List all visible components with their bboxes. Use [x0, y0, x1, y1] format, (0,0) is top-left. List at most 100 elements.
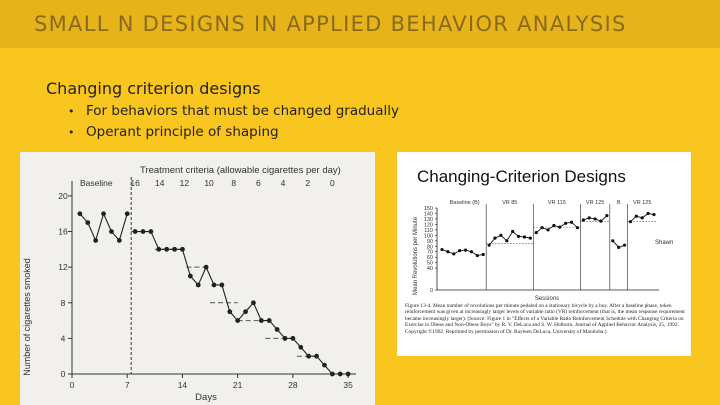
chart2-phase-label: VR 125 — [633, 200, 651, 206]
chart2-data-point — [575, 226, 580, 230]
chart2-phase-label: VR 125 — [586, 200, 604, 206]
chart1-data-point — [258, 318, 264, 323]
chart1-criterion-label: 10 — [204, 178, 214, 188]
bullet-item: For behaviors that must be changed gradu… — [86, 101, 399, 122]
chart1-data-point — [85, 220, 91, 226]
chart2-data-point — [446, 250, 450, 254]
chart2-y-tick-label: 110 — [424, 228, 433, 234]
chart1-phase-label: Baseline — [80, 178, 113, 188]
chart2-data-point — [540, 226, 544, 230]
chart2-data-point — [587, 216, 591, 220]
chart1-y-tick-label: 16 — [58, 227, 68, 237]
chart1-data-point — [109, 229, 114, 234]
chart1-data-point — [251, 300, 256, 306]
chart2-y-tick-label: 140 — [424, 211, 433, 217]
chart2-data-point — [617, 245, 621, 249]
chart1-criterion-label: 0 — [330, 178, 335, 188]
chart1-data-point — [282, 335, 288, 341]
chart2-data-point — [628, 220, 633, 224]
chart1-data-point — [93, 238, 99, 243]
chart2-data-point — [475, 253, 479, 258]
chart2-y-tick-label: 50 — [427, 261, 433, 267]
chart1-data-point — [306, 353, 312, 359]
chart2-data-point — [611, 239, 615, 243]
chart2-data-point — [499, 233, 503, 237]
chart1-x-tick-label: 21 — [233, 380, 243, 390]
chart1-title: Treatment criteria (allowable cigarettes… — [140, 165, 341, 176]
chart1-data-point — [298, 344, 304, 350]
chart2-data-point — [528, 236, 532, 240]
slide-title: SMALL N DESIGNS IN APPLIED BEHAVIOR ANAL… — [34, 12, 627, 36]
chart1-x-tick-label: 0 — [70, 380, 75, 390]
chart2-y-tick-label: 40 — [427, 266, 433, 272]
chart2-phase-label: B — [617, 200, 621, 206]
chart1-y-tick-label: 12 — [58, 262, 68, 272]
chart1-criterion-label: 8 — [231, 178, 236, 188]
chart2-data-point — [605, 214, 609, 218]
chart2-data-point — [646, 211, 650, 216]
chart1-data-point — [172, 246, 177, 252]
chart2-data-point — [552, 223, 556, 228]
chart2-data-point — [511, 229, 515, 234]
chart1-data-point — [124, 211, 130, 217]
chart1-data-point — [156, 246, 162, 252]
chart2-y-tick-label: 90 — [427, 239, 433, 245]
bullet-list: For behaviors that must be changed gradu… — [86, 101, 399, 143]
chart1-data-point — [322, 362, 327, 368]
chart2-data-point — [463, 248, 468, 252]
chart1-data-point — [314, 353, 319, 359]
chart1-criterion-label: 6 — [256, 178, 261, 188]
chart2-data-point — [652, 212, 656, 217]
chart1-criterion-label: 2 — [305, 178, 310, 188]
chart1-series-line — [135, 230, 349, 375]
chart2-y-tick-label: 0 — [430, 288, 433, 294]
chart1-y-tick-label: 8 — [61, 298, 66, 308]
chart1-x-tick-label: 35 — [343, 380, 353, 390]
chart2-phase-label: Baseline (B) — [450, 200, 480, 206]
chart2-phase-label: VR 115 — [548, 200, 566, 206]
chart1-data-point — [140, 229, 146, 234]
chart2-data-point — [469, 250, 474, 254]
chart1-data-point — [337, 371, 343, 377]
chart1-criterion-label: 4 — [281, 178, 286, 188]
chart1-data-point — [180, 246, 185, 252]
chart2-y-tick-label: 150 — [424, 206, 433, 212]
chart2-title: Changing-Criterion Designs — [417, 167, 626, 186]
title-bar — [0, 0, 720, 48]
slide-subtitle: Changing criterion designs — [46, 79, 261, 98]
chart2-xlabel: Sessions — [535, 296, 559, 302]
chart1-data-point — [274, 327, 280, 332]
chart2-data-point — [487, 243, 491, 247]
chart1-x-tick-label: 28 — [288, 380, 298, 390]
chart2-y-tick-label: 60 — [427, 255, 433, 261]
chart2-data-point — [505, 239, 509, 243]
chart2-data-point — [481, 252, 485, 257]
chart1-y-tick-label: 20 — [58, 191, 68, 201]
chart1-data-point — [243, 309, 248, 315]
chart1-y-tick-label: 0 — [61, 369, 66, 379]
chart2-data-point — [564, 221, 568, 225]
chart2-y-tick-label: 120 — [424, 222, 433, 228]
chart1-criterion-label: 16 — [130, 178, 140, 188]
chart1-data-point — [164, 246, 170, 252]
figure-bicycle: Changing-Criterion Designs Mean Revoluti… — [397, 152, 691, 356]
chart2-data-point — [546, 228, 550, 232]
chart1-data-point — [219, 282, 225, 288]
chart2-data-point — [522, 235, 527, 239]
chart2-data-point — [440, 247, 444, 252]
chart1-data-point — [266, 318, 272, 323]
figure-caption: Figure 13-4. Mean number of revolutions … — [405, 303, 685, 335]
chart2-data-point — [622, 243, 627, 247]
figure-cigarettes: Treatment criteria (allowable cigarettes… — [20, 152, 375, 405]
chart2-data-point — [581, 218, 585, 222]
chart2-series-label: Shawn — [655, 240, 673, 246]
chart-cigarettes: Treatment criteria (allowable cigarettes… — [22, 165, 356, 403]
chart2-y-tick-label: 100 — [424, 233, 433, 239]
chart1-x-tick-label: 7 — [125, 380, 130, 390]
chart1-data-point — [148, 229, 154, 234]
chart2-data-point — [452, 252, 456, 256]
chart1-x-tick-label: 14 — [178, 380, 188, 390]
chart1-data-point — [187, 273, 193, 279]
chart1-criterion-label: 14 — [155, 178, 165, 188]
chart1-y-tick-label: 4 — [61, 333, 66, 343]
